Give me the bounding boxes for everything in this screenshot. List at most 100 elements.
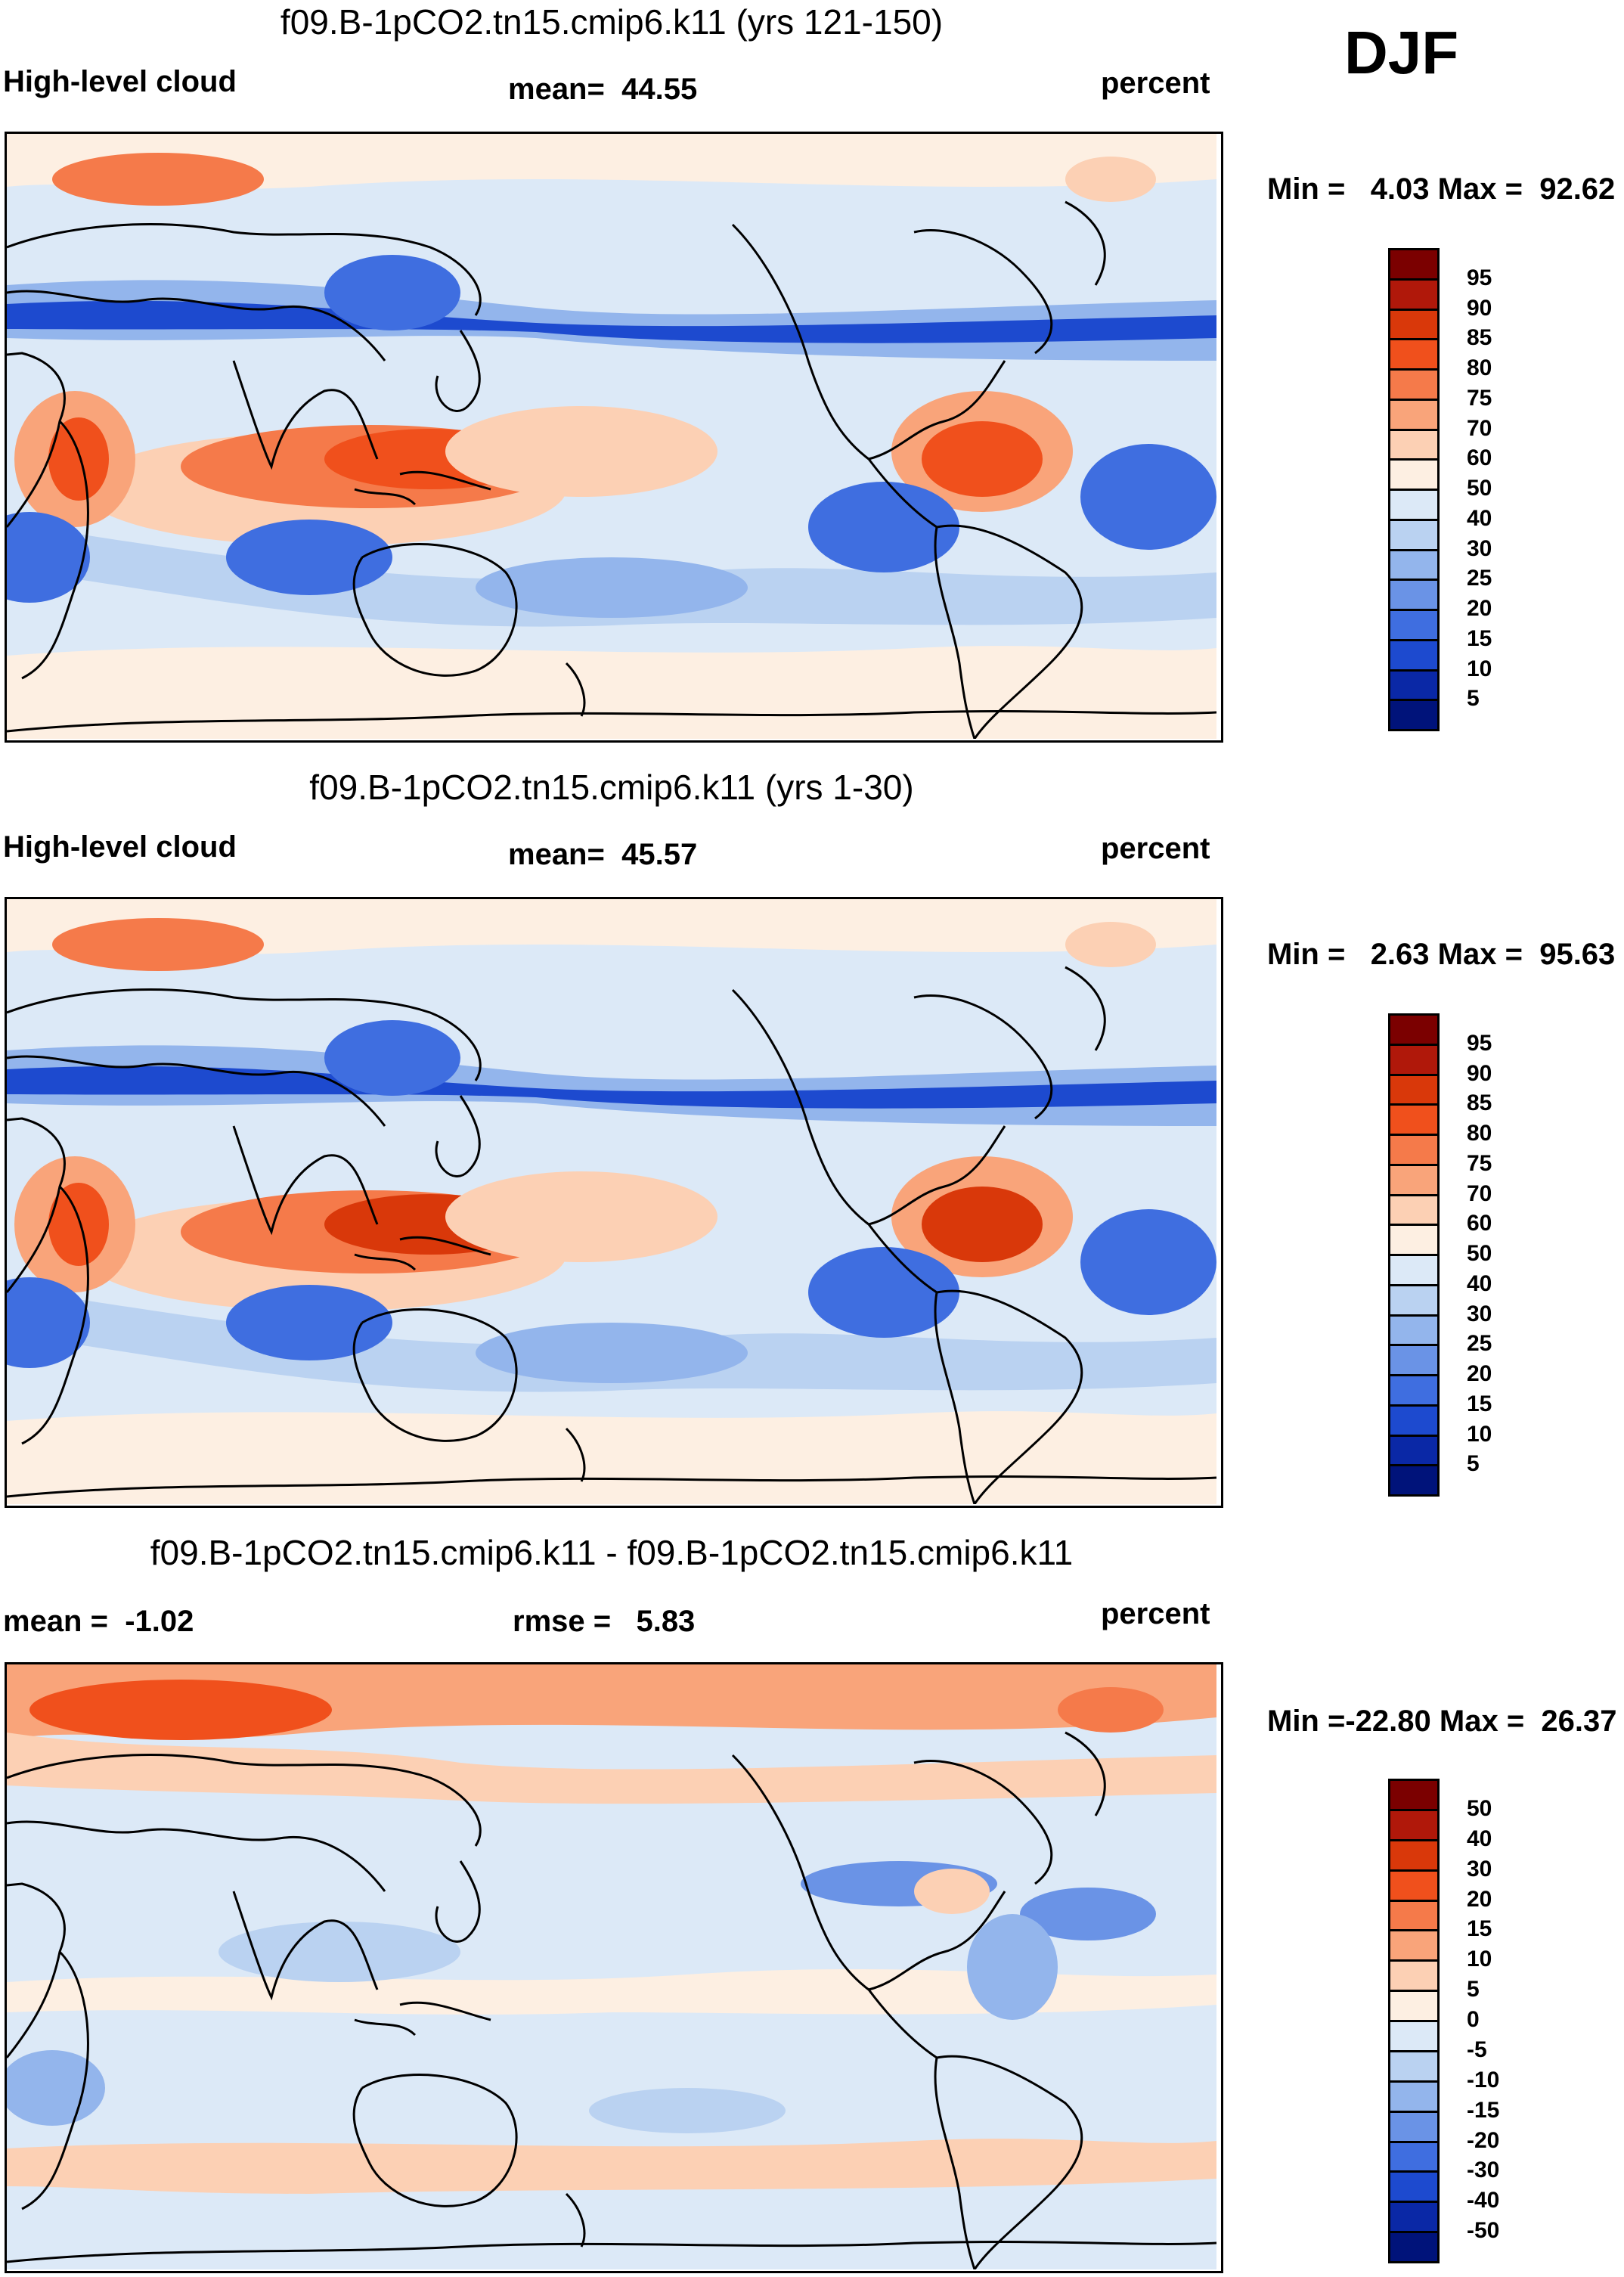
- contour-cell: [1065, 922, 1156, 967]
- colorbar-tick-label: 5: [1467, 1451, 1480, 1477]
- colorbar-box: [1388, 398, 1440, 431]
- panel-1-max-value: 92.62: [1539, 172, 1616, 206]
- colorbar-box: [1388, 1073, 1440, 1106]
- colorbar-box: [1388, 2049, 1440, 2083]
- coastline: [435, 1860, 481, 1943]
- colorbar-tick-label: 70: [1467, 415, 1492, 441]
- panel-1-colorbar: 95 90 85 80 75 70 60 50 40 30 25 20 15 10 5: [1388, 248, 1539, 731]
- panel-2-colorbar: 95 90 85 80 75 70 60 50 40 30 25 20 15 10 5: [1388, 1013, 1539, 1497]
- contour-cell: [7, 512, 90, 603]
- colorbar-tick-label: 40: [1467, 505, 1492, 531]
- contour-band: [7, 1411, 1216, 1504]
- panel-2-max-value: 95.63: [1539, 938, 1616, 971]
- panel-3-min-value: -22.80: [1345, 1705, 1431, 1738]
- contour-cell: [476, 1323, 748, 1383]
- panel-2-mean-label: mean=: [508, 838, 605, 871]
- coastline: [868, 360, 1006, 461]
- colorbar-tick-label: 40: [1467, 1270, 1492, 1296]
- colorbar-tick-label: 10: [1467, 656, 1492, 681]
- colorbar-tick-label: 20: [1467, 1361, 1492, 1386]
- colorbar-box: [1388, 1929, 1440, 1962]
- colorbar-box: [1388, 1374, 1440, 1407]
- colorbar-tick-label: 15: [1467, 1916, 1492, 1942]
- colorbar-tick-label: -30: [1467, 2158, 1500, 2183]
- contour-cell: [1058, 1687, 1164, 1733]
- panel-1-variable: High-level cloud: [3, 65, 237, 98]
- panel-3-mean: mean = -1.02: [3, 1606, 194, 1636]
- colorbar-box: [1388, 1344, 1440, 1376]
- coastline: [7, 1475, 1216, 1498]
- colorbar-box: [1388, 1959, 1440, 1993]
- contour-cell: [226, 1285, 392, 1360]
- panel-2-max-label: Max =: [1437, 938, 1523, 971]
- contour-cell: [1080, 1209, 1216, 1315]
- panel-1-mean: mean= 44.55: [508, 74, 697, 104]
- colorbar-tick-label: 30: [1467, 1301, 1492, 1326]
- coastline: [7, 988, 482, 1081]
- contour-band: [7, 1066, 1216, 1109]
- season-label: DJF: [1344, 19, 1459, 86]
- panel-3-title: f09.B-1pCO2.tn15.cmip6.k11 - f09.B-1pCO2…: [150, 1533, 1074, 1572]
- coastline: [435, 1095, 481, 1177]
- panel-3-rmse-label: rmse =: [513, 1605, 612, 1638]
- coastline: [7, 1754, 482, 1847]
- colorbar-tick-label: -20: [1467, 2127, 1500, 2153]
- colorbar-box: [1388, 2020, 1440, 2052]
- panel-3-mean-value: -1.02: [125, 1605, 194, 1638]
- contour-band: [7, 899, 1216, 954]
- coastline: [232, 360, 379, 470]
- contour-cell: [7, 2050, 105, 2126]
- contour-band: [7, 646, 1216, 739]
- colorbar-tick-label: 60: [1467, 1211, 1492, 1236]
- contour-cell: [445, 1171, 717, 1262]
- panel-2-mean-value: 45.57: [621, 838, 698, 871]
- colorbar-tick-label: -5: [1467, 2037, 1487, 2062]
- colorbar-tick-label: 15: [1467, 1391, 1492, 1416]
- coastline: [352, 1308, 518, 1442]
- colorbar-tick-label: 25: [1467, 1331, 1492, 1357]
- panel-1-max-label: Max =: [1437, 172, 1523, 206]
- colorbar-tick-label: 90: [1467, 1060, 1492, 1086]
- coastline: [1065, 1731, 1106, 1816]
- panel-3-mean-label: mean =: [3, 1605, 108, 1638]
- contour-band: [7, 1733, 1216, 1804]
- coastline: [731, 223, 869, 461]
- colorbar-tick-label: 25: [1467, 566, 1492, 591]
- coastline: [936, 2055, 1083, 2269]
- colorbar-box: [1388, 1464, 1440, 1497]
- colorbar-tick-label: 80: [1467, 355, 1492, 380]
- coastline: [934, 2057, 976, 2269]
- contour-cell: [476, 557, 748, 618]
- contour-cell: [1020, 1888, 1156, 1940]
- coastline: [232, 1891, 379, 2001]
- panel-2-variable: High-level cloud: [3, 830, 237, 864]
- contour-band: [7, 300, 1216, 343]
- panel-2-mean: mean= 45.57: [508, 839, 697, 870]
- colorbar-tick-label: 10: [1467, 1421, 1492, 1447]
- coastline: [7, 710, 1216, 733]
- colorbar-tick-label: 20: [1467, 1886, 1492, 1912]
- colorbar-box: [1388, 1193, 1440, 1227]
- coastline: [21, 420, 89, 680]
- colorbar-box: [1388, 1404, 1440, 1437]
- coastline: [7, 1055, 386, 1127]
- colorbar-tick-label: -40: [1467, 2188, 1500, 2213]
- colorbar-box: [1388, 579, 1440, 611]
- coastline: [354, 1253, 417, 1271]
- coastline: [731, 988, 869, 1226]
- coastline: [867, 1989, 938, 2059]
- coastline: [232, 1125, 379, 1236]
- colorbar-box: [1388, 458, 1440, 491]
- coastline: [1065, 200, 1106, 286]
- colorbar-box: [1388, 699, 1440, 731]
- coastline: [21, 1950, 89, 2210]
- coastline: [7, 2241, 1216, 2263]
- colorbar-box: [1388, 2140, 1440, 2173]
- panel-1-mean-value: 44.55: [621, 73, 698, 106]
- colorbar-box: [1388, 248, 1440, 281]
- colorbar-tick-label: 20: [1467, 596, 1492, 621]
- panel-3-min-label: Min =: [1267, 1705, 1346, 1738]
- colorbar-box: [1388, 638, 1440, 672]
- colorbar-box: [1388, 1013, 1440, 1046]
- colorbar-tick-label: 95: [1467, 1030, 1492, 1056]
